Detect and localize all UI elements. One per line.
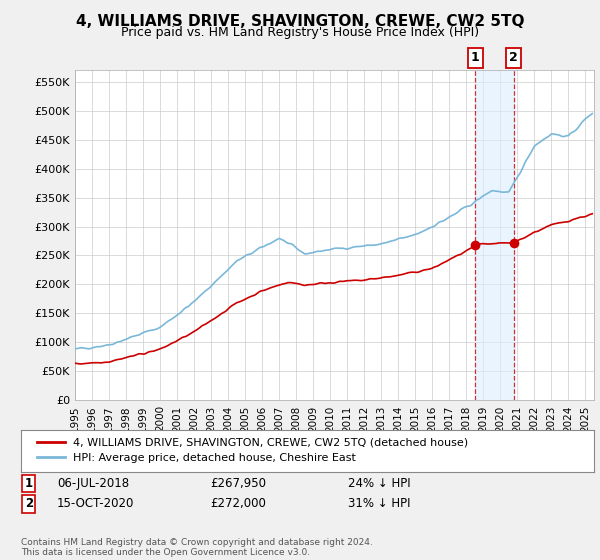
Text: 24% ↓ HPI: 24% ↓ HPI (348, 477, 410, 490)
Text: 2: 2 (25, 497, 33, 510)
Text: Contains HM Land Registry data © Crown copyright and database right 2024.
This d: Contains HM Land Registry data © Crown c… (21, 538, 373, 557)
Text: 1: 1 (470, 52, 479, 64)
Legend: 4, WILLIAMS DRIVE, SHAVINGTON, CREWE, CW2 5TQ (detached house), HPI: Average pri: 4, WILLIAMS DRIVE, SHAVINGTON, CREWE, CW… (32, 433, 473, 468)
Text: 15-OCT-2020: 15-OCT-2020 (57, 497, 134, 510)
Bar (475, 70, 514, 400)
Text: 4, WILLIAMS DRIVE, SHAVINGTON, CREWE, CW2 5TQ: 4, WILLIAMS DRIVE, SHAVINGTON, CREWE, CW… (76, 14, 524, 29)
Text: 1: 1 (25, 477, 33, 490)
Text: £267,950: £267,950 (210, 477, 266, 490)
Text: 06-JUL-2018: 06-JUL-2018 (57, 477, 129, 490)
Text: 2: 2 (509, 52, 518, 64)
Text: Price paid vs. HM Land Registry's House Price Index (HPI): Price paid vs. HM Land Registry's House … (121, 26, 479, 39)
Text: 31% ↓ HPI: 31% ↓ HPI (348, 497, 410, 510)
Text: £272,000: £272,000 (210, 497, 266, 510)
